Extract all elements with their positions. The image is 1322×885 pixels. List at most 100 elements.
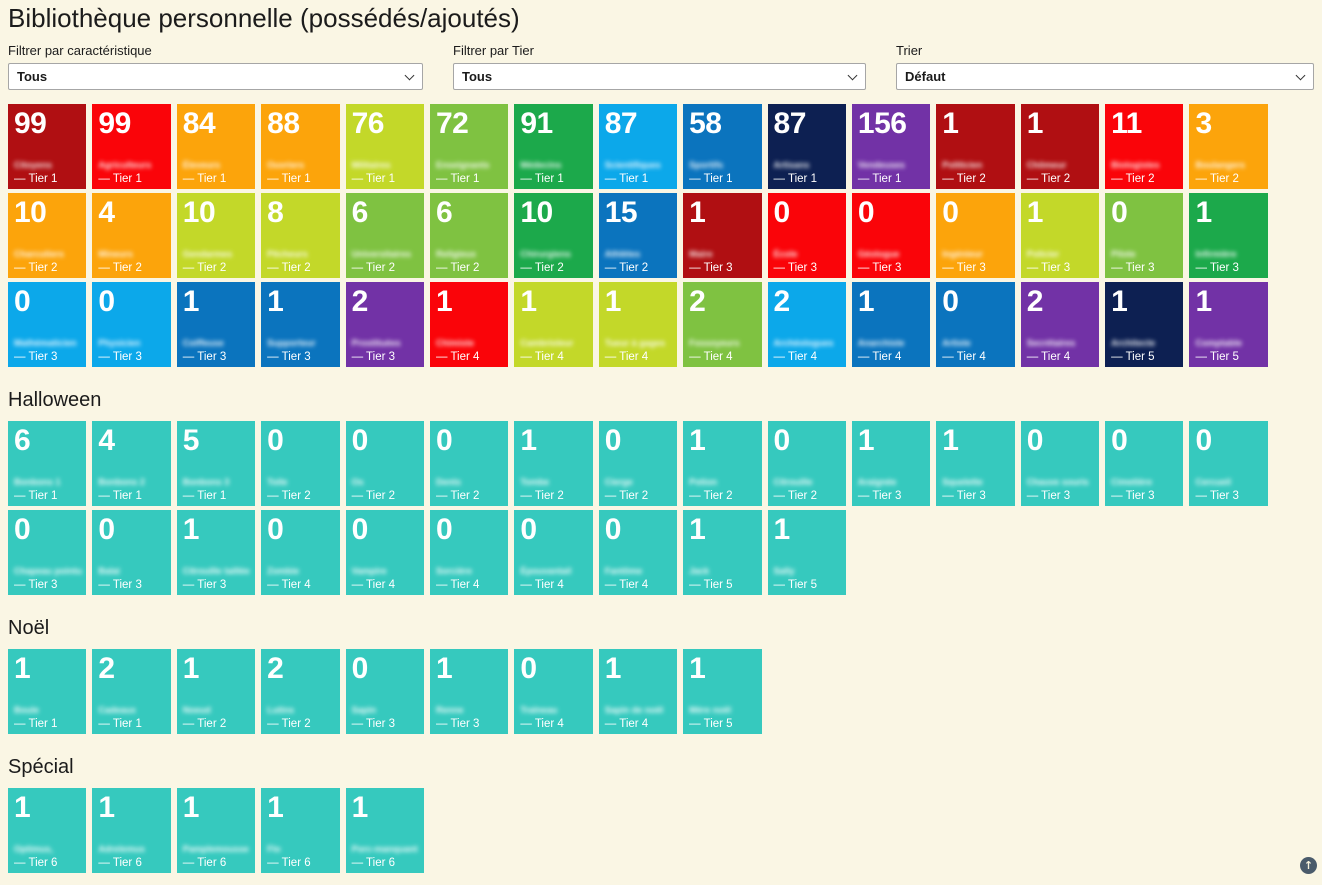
library-card[interactable]: 1 Renne — Tier 3 xyxy=(429,649,509,734)
library-card[interactable]: 84 Éleveurs — Tier 1 xyxy=(176,104,256,189)
card-meta: Coiffeuse — Tier 3 xyxy=(183,338,253,364)
library-card[interactable]: 0 Artiste — Tier 4 xyxy=(936,282,1015,367)
library-card[interactable]: 10 Gendarmes — Tier 2 xyxy=(176,193,256,278)
card-count: 2 xyxy=(773,285,791,318)
library-card[interactable]: 88 Ouvriers — Tier 1 xyxy=(261,104,340,189)
library-card[interactable]: 87 Scientifiques — Tier 1 xyxy=(598,104,678,189)
filter-caracteristique: Filtrer par caractéristique Tous xyxy=(8,43,423,90)
library-card[interactable]: 0 Physicien — Tier 3 xyxy=(92,282,171,367)
library-card[interactable]: 58 Sportifs — Tier 1 xyxy=(683,104,762,189)
library-card[interactable]: 4 Mineurs — Tier 2 xyxy=(92,193,171,278)
library-card[interactable]: 2 Prostituées — Tier 3 xyxy=(345,282,424,367)
library-card[interactable]: 5 Bonbons 3 — Tier 1 xyxy=(176,421,256,506)
card-tier: — Tier 2 xyxy=(267,718,311,730)
library-card[interactable]: 1 Squelette — Tier 3 xyxy=(936,421,1015,506)
library-card[interactable]: 0 Dents — Tier 2 xyxy=(429,421,509,506)
library-card[interactable]: 99 Agriculteurs — Tier 1 xyxy=(92,104,171,189)
filter-caracteristique-select[interactable]: Tous xyxy=(8,63,423,90)
library-card[interactable]: 0 Ingénieur — Tier 3 xyxy=(936,193,1015,278)
library-card[interactable]: 0 Balai — Tier 3 xyxy=(92,510,171,595)
library-card[interactable]: 0 Épouvantail — Tier 4 xyxy=(514,510,593,595)
library-card[interactable]: 1 Sally — Tier 5 xyxy=(767,510,846,595)
card-name: Prostituées xyxy=(351,338,401,348)
library-card[interactable]: 0 Pilote — Tier 3 xyxy=(1105,193,1184,278)
library-card[interactable]: 15 Athlètes — Tier 2 xyxy=(598,193,678,278)
library-card[interactable]: 8 Pêcheurs — Tier 2 xyxy=(261,193,340,278)
library-card[interactable]: 1 Noeud — Tier 2 xyxy=(176,649,256,734)
library-card[interactable]: 0 Toile — Tier 2 xyxy=(261,421,340,506)
library-card[interactable]: 1 Flo — Tier 6 xyxy=(261,788,340,873)
library-card[interactable]: 3 Boulangers — Tier 2 xyxy=(1189,104,1268,189)
library-card[interactable]: 1 Optimus, — Tier 6 xyxy=(8,788,87,873)
library-card[interactable]: 0 Traîneau — Tier 4 xyxy=(514,649,593,734)
library-card[interactable]: 0 Cimetière — Tier 3 xyxy=(1105,421,1184,506)
filter-trier-select[interactable]: Défaut xyxy=(896,63,1314,90)
library-card[interactable]: 1 Potion — Tier 2 xyxy=(683,421,762,506)
library-card[interactable]: 1 Mère noël — Tier 5 xyxy=(683,649,762,734)
library-card[interactable]: 1 Citrouille taillée — Tier 3 xyxy=(176,510,256,595)
library-card[interactable]: 1 Tombe — Tier 2 xyxy=(514,421,593,506)
library-card[interactable]: 4 Bonbons 2 — Tier 1 xyxy=(92,421,171,506)
library-card[interactable]: 6 Bonbons 1 — Tier 1 xyxy=(8,421,87,506)
library-card[interactable]: 0 Citrouille — Tier 2 xyxy=(767,421,846,506)
library-card[interactable]: 0 Cercueil — Tier 3 xyxy=(1189,421,1268,506)
library-card[interactable]: 1 Cambrioleur — Tier 4 xyxy=(514,282,593,367)
library-card[interactable]: 1 Porc-manquant — Tier 6 xyxy=(345,788,424,873)
library-card[interactable]: 87 Artisans — Tier 1 xyxy=(767,104,846,189)
library-card[interactable]: 2 Cadeaux — Tier 1 xyxy=(92,649,171,734)
library-card[interactable]: 1 Policier — Tier 3 xyxy=(1020,193,1100,278)
library-card[interactable]: 0 Cierge — Tier 2 xyxy=(598,421,678,506)
filter-tier-select[interactable]: Tous xyxy=(453,63,867,90)
library-card[interactable]: 156 Vendeuses — Tier 1 xyxy=(851,104,931,189)
library-card[interactable]: 11 Biologistes — Tier 2 xyxy=(1105,104,1184,189)
library-card[interactable]: 0 Chapeau pointu — Tier 3 xyxy=(8,510,87,595)
library-card[interactable]: 1 Infirmière — Tier 3 xyxy=(1189,193,1268,278)
card-count: 1 xyxy=(942,424,959,457)
library-card[interactable]: 0 Zombie — Tier 4 xyxy=(261,510,340,595)
library-card[interactable]: 0 Mathématicien — Tier 3 xyxy=(8,282,87,367)
library-card[interactable]: 0 Os — Tier 2 xyxy=(345,421,424,506)
library-card[interactable]: 0 Sorcière — Tier 4 xyxy=(429,510,509,595)
library-card[interactable]: 0 École — Tier 3 xyxy=(767,193,846,278)
library-card[interactable]: 2 Lutins — Tier 2 xyxy=(261,649,340,734)
library-card[interactable]: 0 Vampire — Tier 4 xyxy=(345,510,424,595)
card-count: 58 xyxy=(689,107,722,140)
library-card[interactable]: 1 Comptable — Tier 5 xyxy=(1189,282,1268,367)
library-card[interactable]: 6 Religieux — Tier 2 xyxy=(429,193,509,278)
library-card[interactable]: 0 Chauve souris — Tier 3 xyxy=(1020,421,1100,506)
library-card[interactable]: 2 Fossoyeurs — Tier 4 xyxy=(683,282,762,367)
library-card[interactable]: 1 Chômeur — Tier 2 xyxy=(1020,104,1100,189)
library-card[interactable]: 1 Coiffeuse — Tier 3 xyxy=(176,282,256,367)
card-count: 1 xyxy=(267,285,284,318)
library-card[interactable]: 1 Adrelemus — Tier 6 xyxy=(92,788,171,873)
library-card[interactable]: 91 Médecins — Tier 1 xyxy=(514,104,593,189)
library-card[interactable]: 0 Sapin — Tier 3 xyxy=(345,649,424,734)
library-card[interactable]: 1 Architecte — Tier 5 xyxy=(1105,282,1184,367)
library-card[interactable]: 76 Militaires — Tier 1 xyxy=(345,104,424,189)
library-card[interactable]: 1 Araignée — Tier 3 xyxy=(851,421,931,506)
card-name: Politicien xyxy=(942,160,983,170)
library-card[interactable]: 1 Chimiste — Tier 4 xyxy=(429,282,509,367)
library-card[interactable]: 1 Pamplemousse — Tier 6 xyxy=(176,788,256,873)
library-card[interactable]: 1 Maire — Tier 3 xyxy=(683,193,762,278)
library-card[interactable]: 1 Jack — Tier 5 xyxy=(683,510,762,595)
library-card[interactable]: 2 Secrétaires — Tier 4 xyxy=(1020,282,1100,367)
library-card[interactable]: 2 Archéologues — Tier 4 xyxy=(767,282,846,367)
library-card[interactable]: 99 Citoyens — Tier 1 xyxy=(8,104,87,189)
card-meta: Balai — Tier 3 xyxy=(98,566,168,592)
card-tier: — Tier 3 xyxy=(351,718,396,730)
library-card[interactable]: 10 Charcutiers — Tier 2 xyxy=(8,193,87,278)
library-card[interactable]: 1 Boule — Tier 1 xyxy=(8,649,87,734)
library-card[interactable]: 72 Enseignants — Tier 1 xyxy=(429,104,509,189)
library-card[interactable]: 6 Universitaires — Tier 2 xyxy=(345,193,424,278)
library-card[interactable]: 1 Anarchiste — Tier 4 xyxy=(851,282,931,367)
scroll-to-top-button[interactable]: ↑ xyxy=(1300,857,1317,874)
library-card[interactable]: 1 Supporteur — Tier 3 xyxy=(261,282,340,367)
library-card[interactable]: 1 Sapin de noël — Tier 4 xyxy=(598,649,678,734)
library-card[interactable]: 10 Chirurgiens — Tier 2 xyxy=(514,193,593,278)
library-card[interactable]: 1 Politicien — Tier 2 xyxy=(936,104,1015,189)
card-count: 11 xyxy=(1111,107,1142,140)
library-card[interactable]: 0 Fantôme — Tier 4 xyxy=(598,510,678,595)
library-card[interactable]: 1 Tueur à gages — Tier 4 xyxy=(598,282,678,367)
library-card[interactable]: 0 Géologue — Tier 3 xyxy=(851,193,931,278)
